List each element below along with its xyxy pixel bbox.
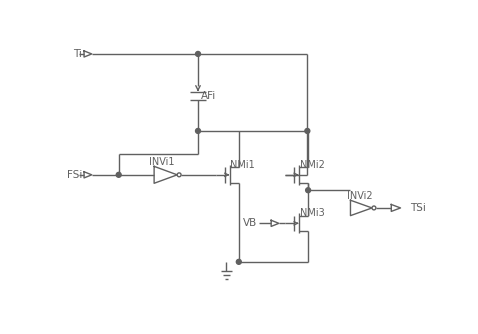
- Circle shape: [116, 172, 121, 177]
- Circle shape: [305, 188, 311, 193]
- Text: NMi1: NMi1: [230, 160, 255, 170]
- Text: INVi2: INVi2: [348, 191, 373, 201]
- Text: Ti: Ti: [73, 49, 82, 59]
- Circle shape: [177, 173, 181, 177]
- Text: NMi3: NMi3: [300, 208, 325, 218]
- Text: VB: VB: [243, 218, 257, 228]
- Circle shape: [196, 129, 200, 133]
- Text: NMi2: NMi2: [300, 160, 325, 170]
- Text: AFi: AFi: [201, 91, 217, 101]
- Circle shape: [236, 260, 241, 264]
- Circle shape: [305, 129, 310, 133]
- Circle shape: [372, 206, 376, 210]
- Text: INVi1: INVi1: [150, 157, 175, 167]
- Text: TSi: TSi: [410, 203, 425, 213]
- Circle shape: [196, 51, 200, 56]
- Text: FSi: FSi: [67, 170, 83, 180]
